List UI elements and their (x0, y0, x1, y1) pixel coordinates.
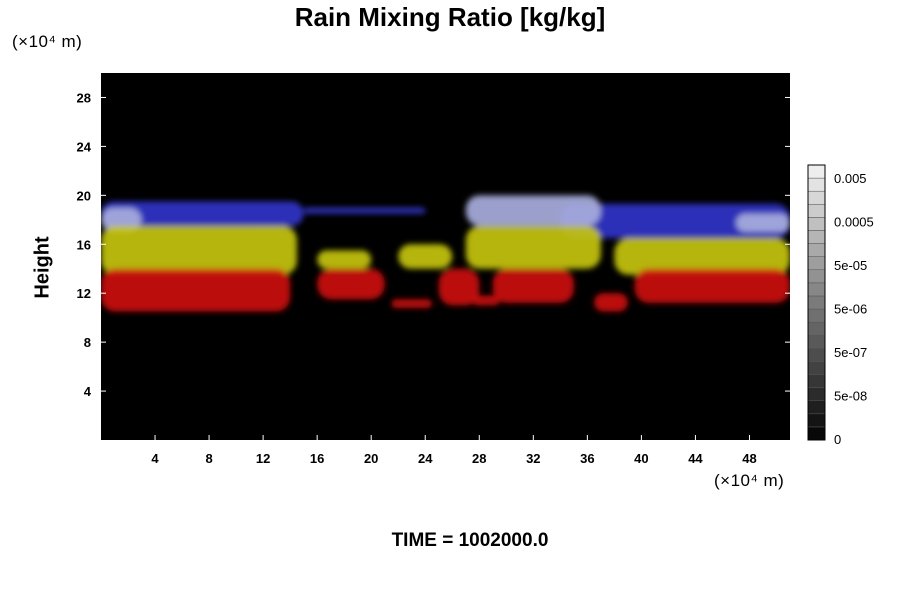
colorbar-step (807, 387, 826, 401)
colorbar-step (807, 361, 826, 375)
rain-band (438, 268, 480, 306)
rain-band (101, 225, 297, 275)
rain-band (317, 268, 385, 300)
rain-band (560, 203, 790, 239)
colorbar-step (807, 295, 826, 310)
y-tick-label: 28 (77, 90, 91, 105)
colorbar-step (807, 282, 826, 297)
x-tick-label: 32 (526, 451, 540, 466)
rain-band (492, 268, 574, 303)
rain-band (634, 268, 790, 303)
x-tick-label: 44 (688, 451, 703, 466)
x-tick-label: 48 (742, 451, 756, 466)
time-label: TIME = 1002000.0 (391, 530, 549, 551)
y-tick-label: 8 (84, 335, 91, 350)
x-tick-label: 24 (418, 451, 433, 466)
colorbar-step (807, 190, 826, 205)
colorbar: 0.005 0.0005 5e-05 5e-06 5e-07 5e-08 0 (807, 164, 874, 447)
rain-band (398, 244, 453, 269)
rain-band (101, 268, 291, 312)
colorbar-label: 0.0005 (834, 215, 874, 230)
colorbar-label: 0 (834, 432, 841, 447)
colorbar-step (807, 269, 826, 284)
colorbar-label: 5e-05 (834, 258, 867, 273)
y-tick-label: 12 (77, 286, 91, 301)
rain-band (317, 250, 372, 269)
rain-field-layers (101, 195, 790, 312)
x-tick-label: 12 (256, 451, 270, 466)
colorbar-frame (807, 164, 826, 441)
colorbar-step (807, 217, 826, 231)
rain-band (391, 299, 432, 308)
rain-band (303, 207, 426, 214)
colorbar-step (807, 204, 826, 218)
colorbar-step (807, 177, 826, 192)
x-tick-label: 28 (472, 451, 486, 466)
rain-band (465, 225, 601, 269)
colorbar-step (807, 334, 826, 349)
colorbar-label: 5e-06 (834, 302, 867, 317)
y-axis-unit: (×10⁴ m) (12, 32, 83, 51)
colorbar-step (807, 348, 826, 362)
colorbar-step (807, 426, 826, 441)
colorbar-step (807, 413, 826, 428)
y-tick-label: 20 (77, 188, 91, 203)
rain-band (735, 213, 790, 233)
x-tick-label: 20 (364, 451, 378, 466)
rain-band (101, 207, 142, 233)
x-tick-label: 8 (205, 451, 212, 466)
y-tick-label: 4 (84, 384, 92, 399)
chart-title: Rain Mixing Ratio [kg/kg] (294, 2, 606, 32)
rain-band (465, 195, 601, 226)
colorbar-step (807, 400, 826, 415)
colorbar-step (807, 243, 826, 257)
y-tick-label: 24 (77, 139, 92, 154)
rain-band (594, 293, 628, 312)
colorbar-step (807, 308, 826, 323)
rain-band (472, 295, 500, 306)
colorbar-step (807, 256, 826, 271)
colorbar-step (807, 230, 826, 244)
colorbar-step (807, 374, 826, 388)
colorbar-label: 5e-07 (834, 345, 867, 360)
x-tick-label: 4 (151, 451, 159, 466)
colorbar-step (807, 321, 826, 336)
colorbar-label: 0.005 (834, 171, 867, 186)
rain-band (101, 201, 304, 226)
rain-band (614, 238, 790, 275)
x-tick-label: 16 (310, 451, 324, 466)
x-tick-label: 36 (580, 451, 594, 466)
y-tick-label: 16 (77, 237, 91, 252)
x-axis-unit: (×10⁴ m) (714, 471, 785, 490)
colorbar-step (807, 164, 826, 179)
colorbar-label: 5e-08 (834, 389, 867, 404)
x-tick-label: 40 (634, 451, 648, 466)
